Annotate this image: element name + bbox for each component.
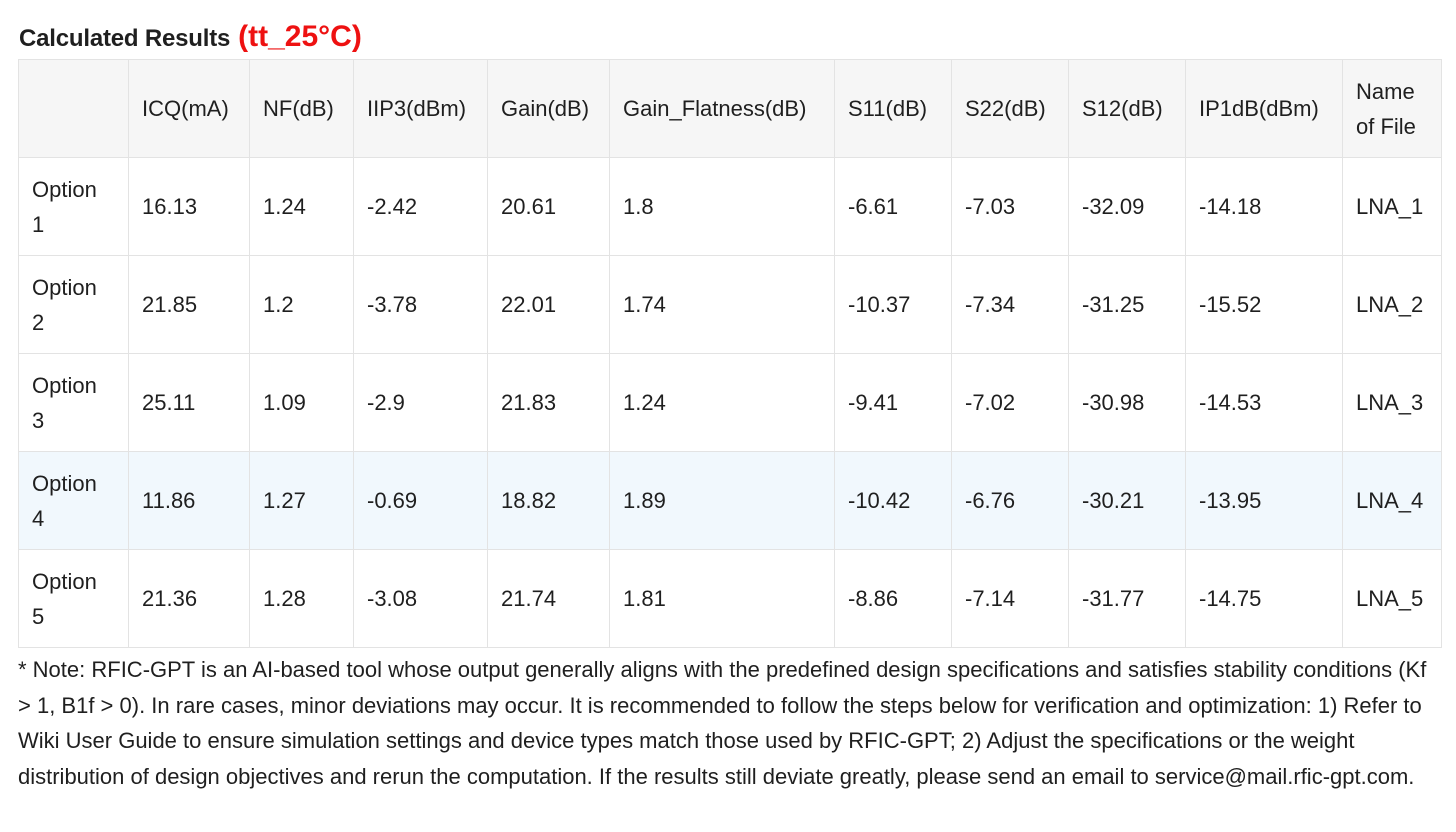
cell-nf: 1.27 <box>249 451 354 550</box>
cell-file-name: LNA_3 <box>1342 353 1442 452</box>
cell-file-name: LNA_4 <box>1342 451 1442 550</box>
cell-s22: -7.34 <box>951 255 1069 354</box>
cell-gain: 18.82 <box>487 451 610 550</box>
option-label: Option 4 <box>18 451 129 550</box>
cell-nf: 1.2 <box>249 255 354 354</box>
header-nf: NF(dB) <box>249 59 354 158</box>
header-s22: S22(dB) <box>951 59 1069 158</box>
cell-ip1db: -14.75 <box>1185 549 1343 648</box>
cell-gain: 22.01 <box>487 255 610 354</box>
cell-s11: -6.61 <box>834 157 952 256</box>
cell-icq: 11.86 <box>128 451 250 550</box>
table-row: Option 3 25.11 1.09 -2.9 21.83 1.24 -9.4… <box>18 353 1442 452</box>
cell-gain-flatness: 1.89 <box>609 451 835 550</box>
cell-icq: 16.13 <box>128 157 250 256</box>
header-s11: S11(dB) <box>834 59 952 158</box>
results-heading: Calculated Results (tt_25°C) <box>19 20 362 60</box>
cell-s22: -6.76 <box>951 451 1069 550</box>
cell-ip1db: -15.52 <box>1185 255 1343 354</box>
cell-ip1db: -14.18 <box>1185 157 1343 256</box>
option-label: Option 2 <box>18 255 129 354</box>
cell-iip3: -0.69 <box>353 451 488 550</box>
cell-gain-flatness: 1.24 <box>609 353 835 452</box>
cell-s12: -32.09 <box>1068 157 1186 256</box>
header-gain-flatness: Gain_Flatness(dB) <box>609 59 835 158</box>
cell-iip3: -3.08 <box>353 549 488 648</box>
header-gain: Gain(dB) <box>487 59 610 158</box>
cell-s12: -31.77 <box>1068 549 1186 648</box>
cell-gain: 20.61 <box>487 157 610 256</box>
header-ip1db: IP1dB(dBm) <box>1185 59 1343 158</box>
cell-nf: 1.09 <box>249 353 354 452</box>
cell-s12: -31.25 <box>1068 255 1186 354</box>
cell-s11: -10.37 <box>834 255 952 354</box>
cell-file-name: LNA_1 <box>1342 157 1442 256</box>
table-row-highlighted: Option 4 11.86 1.27 -0.69 18.82 1.89 -10… <box>18 451 1442 550</box>
header-s12: S12(dB) <box>1068 59 1186 158</box>
cell-s11: -9.41 <box>834 353 952 452</box>
cell-nf: 1.28 <box>249 549 354 648</box>
cell-gain-flatness: 1.8 <box>609 157 835 256</box>
cell-gain: 21.83 <box>487 353 610 452</box>
cell-gain: 21.74 <box>487 549 610 648</box>
cell-iip3: -2.9 <box>353 353 488 452</box>
header-corner <box>18 59 129 158</box>
option-label: Option 5 <box>18 549 129 648</box>
table-row: Option 1 16.13 1.24 -2.42 20.61 1.8 -6.6… <box>18 157 1442 256</box>
cell-s11: -10.42 <box>834 451 952 550</box>
results-table: ICQ(mA) NF(dB) IIP3(dBm) Gain(dB) Gain_F… <box>18 59 1442 648</box>
header-icq: ICQ(mA) <box>128 59 250 158</box>
option-label: Option 3 <box>18 353 129 452</box>
cell-ip1db: -14.53 <box>1185 353 1343 452</box>
option-label: Option 1 <box>18 157 129 256</box>
header-row: ICQ(mA) NF(dB) IIP3(dBm) Gain(dB) Gain_F… <box>18 59 1442 158</box>
table-row: Option 5 21.36 1.28 -3.08 21.74 1.81 -8.… <box>18 549 1442 648</box>
cell-gain-flatness: 1.81 <box>609 549 835 648</box>
disclaimer-note: * Note: RFIC-GPT is an AI-based tool who… <box>18 657 1427 789</box>
cell-file-name: LNA_5 <box>1342 549 1442 648</box>
cell-s22: -7.14 <box>951 549 1069 648</box>
cell-ip1db: -13.95 <box>1185 451 1343 550</box>
cell-icq: 21.36 <box>128 549 250 648</box>
cell-iip3: -2.42 <box>353 157 488 256</box>
results-title: Calculated Results <box>19 25 231 52</box>
cell-s22: -7.03 <box>951 157 1069 256</box>
cell-s12: -30.21 <box>1068 451 1186 550</box>
cell-iip3: -3.78 <box>353 255 488 354</box>
table-row: Option 2 21.85 1.2 -3.78 22.01 1.74 -10.… <box>18 255 1442 354</box>
header-iip3: IIP3(dBm) <box>353 59 488 158</box>
cell-file-name: LNA_2 <box>1342 255 1442 354</box>
cell-icq: 21.85 <box>128 255 250 354</box>
cell-gain-flatness: 1.74 <box>609 255 835 354</box>
header-file-name: Name of File <box>1342 59 1442 158</box>
cell-icq: 25.11 <box>128 353 250 452</box>
cell-s11: -8.86 <box>834 549 952 648</box>
cell-nf: 1.24 <box>249 157 354 256</box>
temperature-condition: (tt_25°C) <box>238 20 362 53</box>
cell-s12: -30.98 <box>1068 353 1186 452</box>
cell-s22: -7.02 <box>951 353 1069 452</box>
